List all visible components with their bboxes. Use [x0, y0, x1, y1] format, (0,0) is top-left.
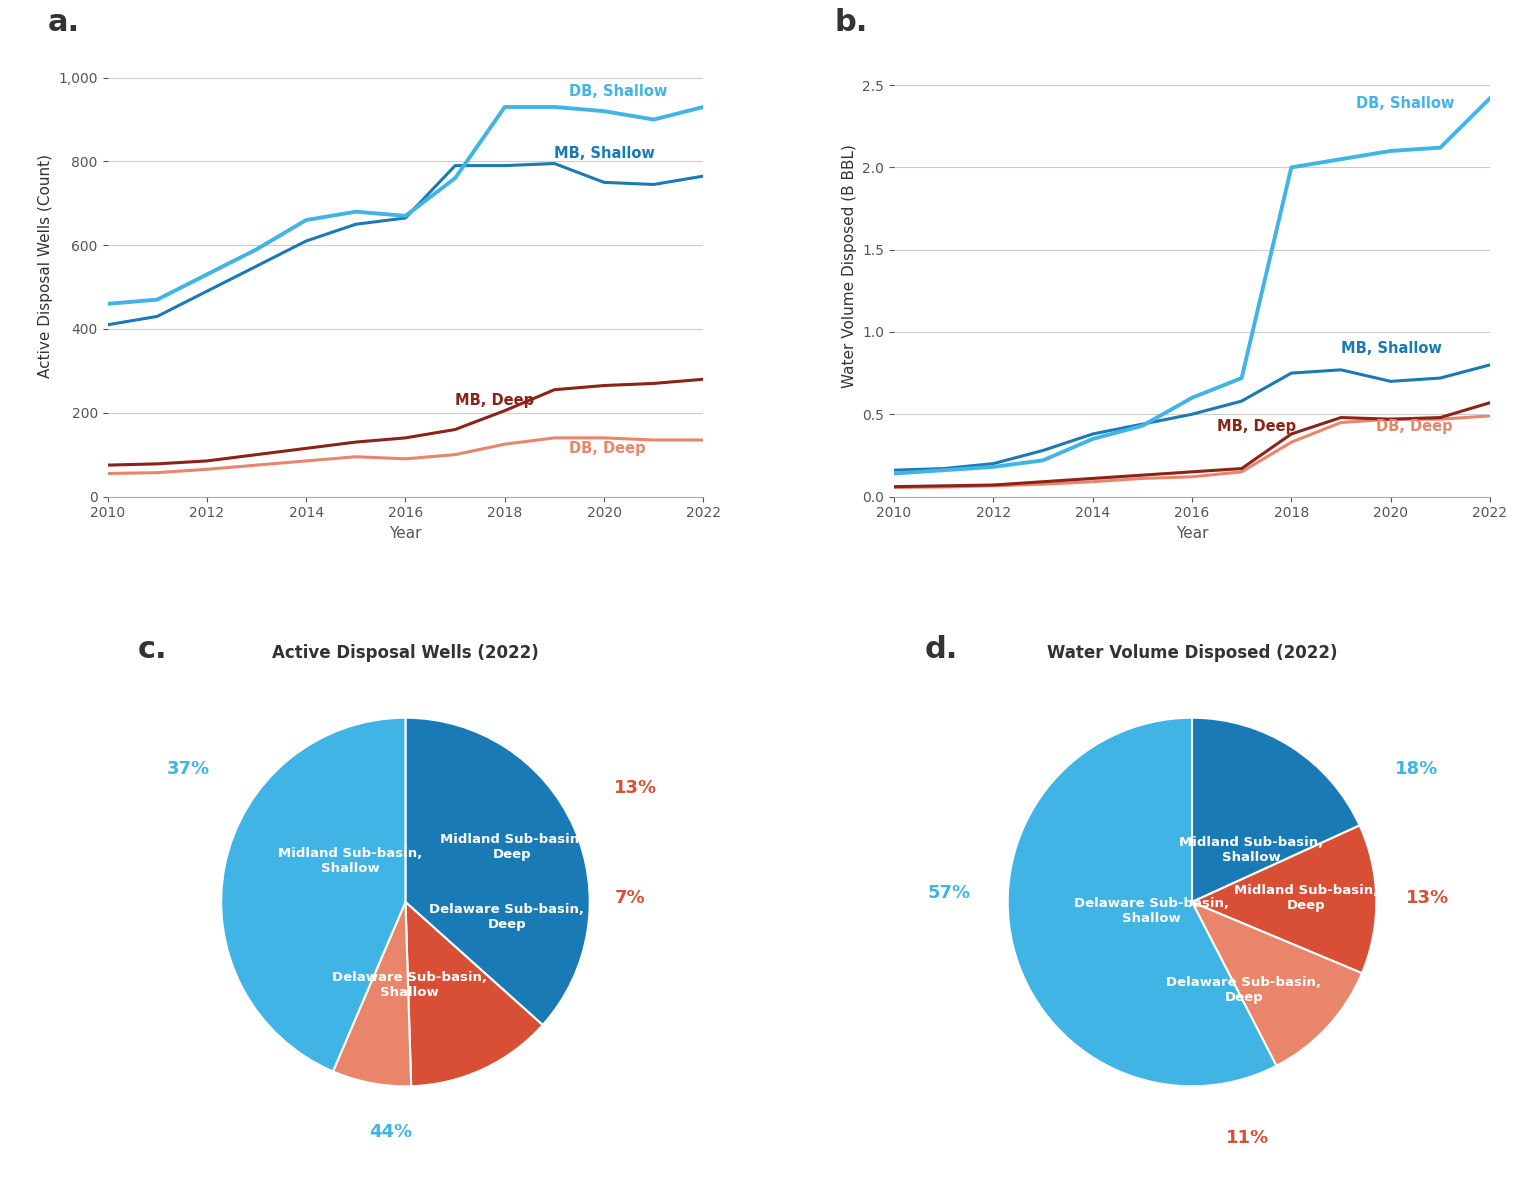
Text: Delaware Sub-basin,
Deep: Delaware Sub-basin, Deep [1166, 976, 1321, 1005]
Text: 37%: 37% [166, 760, 209, 778]
Text: Midland Sub-basin,
Shallow: Midland Sub-basin, Shallow [278, 848, 422, 875]
Wedge shape [221, 718, 406, 1072]
Text: a.: a. [48, 8, 80, 37]
X-axis label: Year: Year [1175, 526, 1209, 541]
Text: 13%: 13% [1407, 889, 1450, 907]
Text: 7%: 7% [614, 889, 645, 907]
Text: DB, Shallow: DB, Shallow [1356, 97, 1455, 111]
Wedge shape [1008, 718, 1276, 1086]
Text: MB, Deep: MB, Deep [455, 393, 535, 408]
Text: DB, Shallow: DB, Shallow [570, 85, 668, 99]
Title: Active Disposal Wells (2022): Active Disposal Wells (2022) [272, 644, 539, 662]
Text: Midland Sub-basin,
Deep: Midland Sub-basin, Deep [441, 833, 585, 861]
Y-axis label: Active Disposal Wells (Count): Active Disposal Wells (Count) [38, 154, 52, 378]
Wedge shape [406, 718, 590, 1025]
Text: 11%: 11% [1226, 1129, 1269, 1147]
Text: Midland Sub-basin,
Deep: Midland Sub-basin, Deep [1233, 884, 1378, 912]
Text: c.: c. [138, 635, 167, 664]
Text: b.: b. [834, 8, 868, 37]
Text: Delaware Sub-basin,
Deep: Delaware Sub-basin, Deep [430, 902, 584, 931]
Text: Delaware Sub-basin,
Shallow: Delaware Sub-basin, Shallow [1074, 898, 1229, 925]
X-axis label: Year: Year [389, 526, 422, 541]
Text: Midland Sub-basin,
Shallow: Midland Sub-basin, Shallow [1178, 837, 1322, 864]
Text: DB, Deep: DB, Deep [570, 441, 647, 457]
Text: 13%: 13% [614, 778, 657, 796]
Wedge shape [333, 902, 412, 1086]
Title: Water Volume Disposed (2022): Water Volume Disposed (2022) [1046, 644, 1338, 662]
Wedge shape [406, 902, 542, 1086]
Wedge shape [1192, 718, 1359, 902]
Wedge shape [1192, 902, 1362, 1066]
Text: DB, Deep: DB, Deep [1376, 418, 1453, 434]
Y-axis label: Water Volume Disposed (B BBL): Water Volume Disposed (B BBL) [842, 144, 857, 389]
Text: MB, Deep: MB, Deep [1217, 418, 1296, 434]
Text: MB, Shallow: MB, Shallow [554, 147, 656, 161]
Text: 44%: 44% [369, 1123, 412, 1142]
Text: Delaware Sub-basin,
Shallow: Delaware Sub-basin, Shallow [332, 971, 487, 999]
Wedge shape [1192, 825, 1376, 973]
Text: 57%: 57% [928, 883, 971, 902]
Text: d.: d. [925, 635, 958, 664]
Text: MB, Shallow: MB, Shallow [1341, 341, 1442, 356]
Text: 18%: 18% [1395, 760, 1439, 778]
